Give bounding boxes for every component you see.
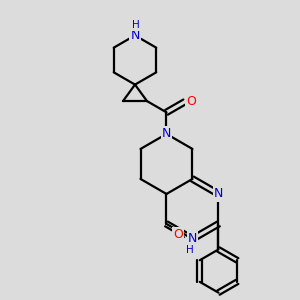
Text: O: O (186, 95, 196, 108)
Text: N: N (162, 128, 171, 140)
Text: O: O (173, 228, 183, 241)
Text: N: N (130, 29, 140, 42)
Text: H: H (132, 20, 140, 30)
Text: N: N (188, 232, 197, 245)
Text: H: H (132, 20, 140, 30)
Text: N: N (130, 29, 140, 42)
Text: N: N (188, 232, 197, 245)
Text: H: H (186, 245, 194, 255)
Text: O: O (186, 95, 196, 108)
Text: N: N (214, 188, 223, 200)
Text: N: N (162, 128, 171, 140)
Text: O: O (173, 228, 183, 241)
Text: N: N (214, 188, 223, 200)
Text: H: H (186, 245, 194, 255)
